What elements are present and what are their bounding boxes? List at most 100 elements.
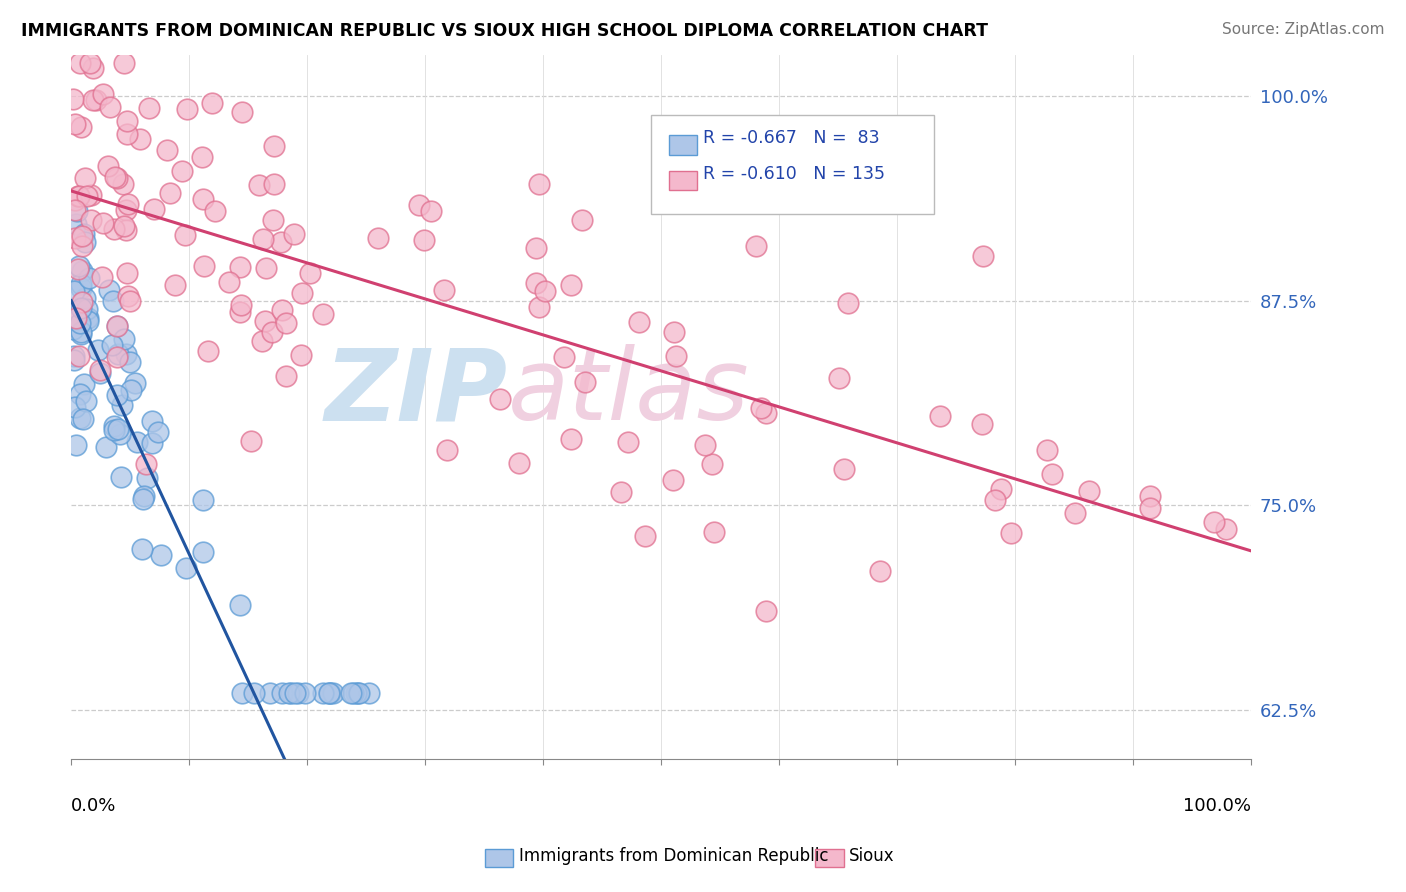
- Point: [508, 456, 530, 470]
- Point: [98, 100, 121, 114]
- Point: [290, 348, 312, 362]
- Point: [82, 61, 104, 75]
- Text: atlas: atlas: [508, 344, 749, 442]
- Point: [73, 171, 96, 186]
- Point: [749, 401, 772, 415]
- Point: [105, 318, 128, 333]
- Point: [284, 686, 307, 700]
- Point: [63, 231, 86, 245]
- Point: [76, 301, 98, 316]
- Point: [131, 542, 153, 557]
- Point: [344, 686, 367, 700]
- Point: [1139, 489, 1161, 503]
- Point: [73, 291, 96, 305]
- Point: [299, 266, 322, 280]
- Point: [174, 561, 197, 575]
- Point: [413, 233, 436, 247]
- Point: [627, 315, 650, 329]
- Point: [703, 525, 725, 540]
- Point: [66, 203, 89, 218]
- Point: [115, 266, 138, 280]
- Point: [972, 248, 994, 262]
- Point: [62, 322, 84, 336]
- Point: [1139, 500, 1161, 515]
- Point: [280, 686, 302, 700]
- Point: [104, 169, 127, 184]
- Point: [1063, 506, 1085, 520]
- Point: [204, 204, 226, 219]
- Point: [524, 276, 547, 290]
- Text: IMMIGRANTS FROM DOMINICAN REPUBLIC VS SIOUX HIGH SCHOOL DIPLOMA CORRELATION CHAR: IMMIGRANTS FROM DOMINICAN REPUBLIC VS SI…: [21, 22, 988, 40]
- Point: [82, 93, 104, 107]
- Point: [828, 371, 851, 385]
- Point: [62, 284, 84, 298]
- Point: [560, 277, 582, 292]
- Text: ZIP: ZIP: [325, 344, 508, 442]
- Point: [170, 163, 193, 178]
- Point: [127, 435, 149, 450]
- Point: [72, 227, 94, 241]
- Point: [165, 278, 187, 293]
- Point: [65, 438, 87, 452]
- Text: R = -0.667   N =  83: R = -0.667 N = 83: [703, 128, 880, 147]
- Point: [117, 114, 139, 128]
- Point: [89, 363, 111, 377]
- Point: [70, 326, 93, 340]
- Point: [62, 349, 84, 363]
- Point: [560, 432, 582, 446]
- Point: [76, 311, 98, 326]
- Point: [553, 350, 575, 364]
- Point: [124, 376, 146, 390]
- Point: [617, 435, 640, 450]
- Point: [229, 305, 252, 319]
- Point: [75, 235, 97, 250]
- Point: [76, 311, 98, 326]
- Point: [527, 301, 550, 315]
- Point: [66, 311, 89, 326]
- Point: [197, 344, 219, 359]
- Point: [318, 686, 340, 700]
- Point: [191, 492, 214, 507]
- Point: [128, 132, 150, 146]
- Point: [262, 213, 284, 227]
- Point: [191, 150, 214, 164]
- Point: [609, 484, 631, 499]
- Point: [90, 270, 112, 285]
- Point: [101, 338, 124, 352]
- Point: [72, 411, 94, 425]
- Point: [91, 87, 114, 101]
- Point: [970, 417, 993, 432]
- Point: [270, 235, 292, 250]
- Point: [79, 56, 101, 70]
- Text: 0.0%: 0.0%: [72, 797, 117, 815]
- Point: [70, 277, 93, 291]
- Point: [247, 178, 270, 193]
- Point: [837, 296, 859, 310]
- Point: [115, 347, 138, 361]
- Point: [1036, 443, 1059, 458]
- Point: [270, 303, 292, 318]
- Point: [105, 318, 128, 333]
- Point: [193, 259, 215, 273]
- Point: [69, 281, 91, 295]
- Point: [63, 400, 86, 414]
- Point: [254, 261, 277, 276]
- Point: [117, 127, 139, 141]
- Point: [103, 418, 125, 433]
- Point: [243, 686, 266, 700]
- Point: [69, 56, 91, 70]
- Point: [141, 414, 163, 428]
- Point: [755, 604, 778, 618]
- Point: [744, 239, 766, 253]
- Point: [75, 394, 97, 409]
- Point: [115, 223, 138, 237]
- Point: [990, 482, 1012, 496]
- Point: [662, 325, 685, 339]
- Point: [120, 355, 142, 369]
- Point: [700, 458, 723, 472]
- Point: [252, 232, 274, 246]
- Point: [271, 686, 294, 700]
- Point: [66, 262, 89, 277]
- Point: [67, 259, 90, 273]
- Point: [347, 686, 370, 700]
